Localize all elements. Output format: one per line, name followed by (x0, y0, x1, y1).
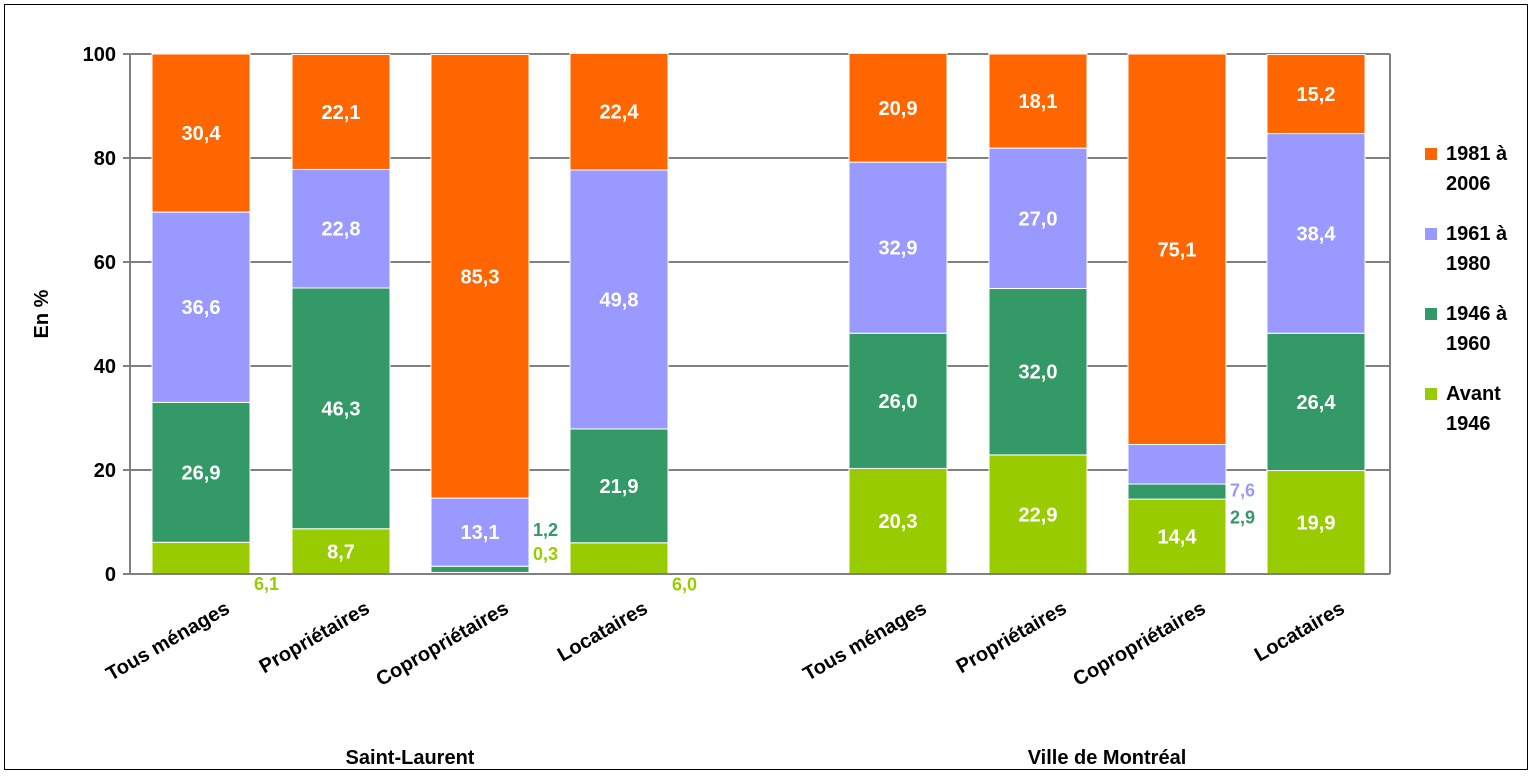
data-label: 14,4 (1158, 527, 1198, 549)
legend-label: Avant (1446, 383, 1501, 405)
bar-segment (1266, 54, 1366, 135)
bar-segment (1266, 470, 1366, 575)
data-label: 18,1 (1019, 91, 1058, 113)
bar-segment (848, 161, 948, 334)
legend: 1981 à 2006 1961 à 1980 1946 à 1960 Avant 1946 (1425, 143, 1508, 435)
data-label: 46,3 (322, 398, 361, 420)
data-label: 49,8 (600, 289, 639, 311)
data-labels: 6,1 8,7 0,3 6,0 20,3 22,9 14,4 19,9 26,9 46,3 1,2 2… (182, 84, 1337, 594)
data-label: 26,4 (1297, 392, 1337, 414)
y-axis-label: En % (31, 289, 53, 338)
data-label: 1,2 (533, 520, 558, 540)
data-label: 32,9 (879, 238, 918, 260)
bar-segment (1266, 133, 1366, 334)
bar-segment (151, 541, 251, 575)
legend-swatch (1425, 308, 1437, 320)
y-tick-label: 80 (94, 148, 116, 170)
data-label: 38,4 (1297, 223, 1337, 245)
legend-swatch (1425, 388, 1437, 400)
legend-label: 1960 (1446, 333, 1491, 355)
data-label: 7,6 (1230, 480, 1255, 500)
bar-segment (1127, 483, 1227, 500)
bar-segment (988, 53, 1088, 149)
bar-segment (291, 287, 391, 530)
data-label: 85,3 (461, 266, 500, 288)
y-tick-label: 0 (105, 564, 116, 586)
data-label: 22,4 (600, 102, 640, 124)
data-label: 22,9 (1019, 504, 1058, 526)
data-label: 6,1 (254, 574, 279, 594)
bar-segment (1127, 444, 1227, 485)
legend-label: 1946 à (1446, 303, 1508, 325)
bar-segment (1127, 53, 1227, 446)
data-label: 30,4 (182, 123, 222, 145)
bar-segment (988, 454, 1088, 575)
data-label: 22,1 (322, 102, 361, 124)
data-label: 26,0 (879, 391, 918, 413)
legend-label: 1946 (1446, 413, 1491, 435)
bar-segment (569, 542, 669, 575)
data-label: 8,7 (327, 541, 355, 563)
data-label: 15,2 (1297, 84, 1336, 106)
bar-segment (988, 147, 1088, 290)
bar-segment (151, 211, 251, 403)
bar-segment (291, 168, 391, 289)
data-label: 19,9 (1297, 512, 1336, 534)
bar-segment (848, 332, 948, 469)
bar-segment (569, 52, 669, 171)
group-label: Saint-Laurent (346, 747, 475, 769)
data-label: 22,8 (322, 219, 361, 241)
y-tick-label: 40 (94, 356, 116, 378)
bar-segment (291, 54, 391, 170)
legend-label: 2006 (1446, 173, 1491, 195)
y-tick-label: 100 (83, 44, 116, 66)
data-label: 20,9 (879, 98, 918, 120)
bar-segment (848, 52, 948, 163)
bar-segment (1266, 332, 1366, 472)
bar-segment (988, 288, 1088, 456)
bar-segment (569, 169, 669, 430)
data-label: 6,0 (672, 574, 697, 594)
bar-segment (848, 467, 948, 575)
data-label: 20,3 (879, 511, 918, 533)
y-tick-label: 60 (94, 252, 116, 274)
data-label: 36,6 (182, 297, 221, 319)
data-label: 13,1 (461, 522, 500, 544)
data-label: 0,3 (533, 544, 558, 564)
bar-segment (151, 401, 251, 543)
bar-segment (569, 428, 669, 544)
data-label: 26,9 (182, 462, 221, 484)
legend-swatch (1425, 148, 1437, 160)
legend-label: 1981 à (1446, 143, 1508, 165)
bar-segment (151, 53, 251, 213)
legend-label: 1961 à (1446, 223, 1508, 245)
y-tick-label: 20 (94, 460, 116, 482)
data-label: 21,9 (600, 476, 639, 498)
group-label: Ville de Montréal (1028, 747, 1187, 769)
legend-label: 1980 (1446, 253, 1491, 275)
legend-swatch (1425, 228, 1437, 240)
bar-segment (430, 54, 530, 499)
data-label: 27,0 (1019, 208, 1058, 230)
data-label: 32,0 (1019, 362, 1058, 384)
data-label: 75,1 (1158, 239, 1197, 261)
bar-segment (430, 565, 530, 573)
data-label: 2,9 (1230, 508, 1255, 528)
bar-segment (430, 497, 530, 567)
bars (151, 52, 1366, 575)
